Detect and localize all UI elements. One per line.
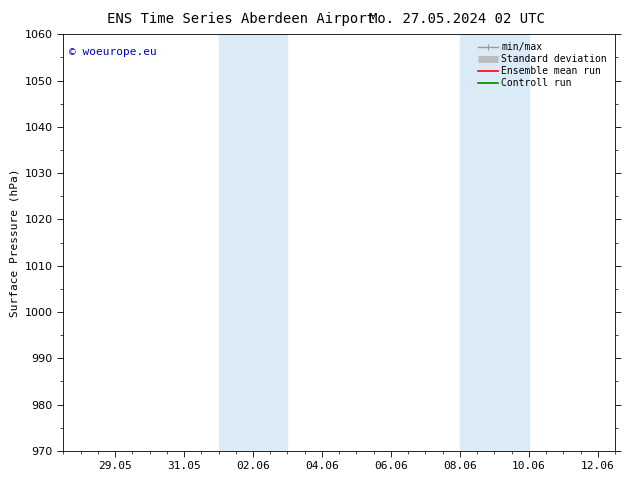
Y-axis label: Surface Pressure (hPa): Surface Pressure (hPa) bbox=[10, 168, 19, 317]
Bar bbox=[460, 34, 529, 451]
Bar bbox=[219, 34, 287, 451]
Text: © woeurope.eu: © woeurope.eu bbox=[69, 47, 157, 57]
Text: Mo. 27.05.2024 02 UTC: Mo. 27.05.2024 02 UTC bbox=[368, 12, 545, 26]
Legend: min/max, Standard deviation, Ensemble mean run, Controll run: min/max, Standard deviation, Ensemble me… bbox=[476, 39, 610, 91]
Text: ENS Time Series Aberdeen Airport: ENS Time Series Aberdeen Airport bbox=[107, 12, 375, 26]
